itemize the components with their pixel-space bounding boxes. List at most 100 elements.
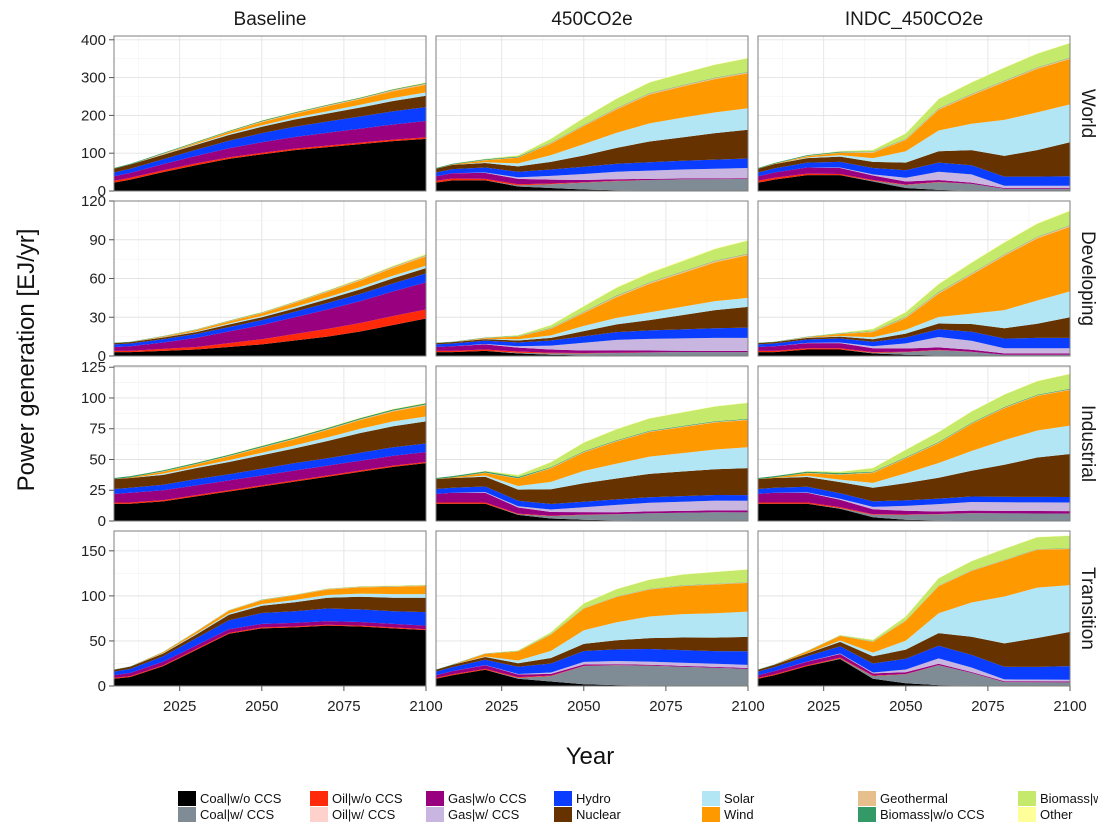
panel-industrial-indc-450co2e <box>757 365 1071 522</box>
area-solar <box>436 108 748 169</box>
area-biomass-w-ccs <box>436 240 748 343</box>
y-tick-label: 200 <box>81 107 106 124</box>
area-other <box>436 57 748 168</box>
area-oil-w-o-ccs <box>436 349 748 354</box>
area-hydro <box>436 158 748 178</box>
area-wind <box>436 73 748 169</box>
legend-item-geothermal: Geothermal <box>858 791 948 806</box>
area-hydro <box>114 107 426 177</box>
area-wind <box>436 582 748 670</box>
area-solar <box>436 611 748 670</box>
area-coal-w-o-ccs <box>114 138 426 191</box>
area-nuclear <box>758 453 1070 502</box>
area-wind <box>114 84 426 169</box>
strip-label: Industrial <box>1077 405 1098 482</box>
panel-developing-baseline <box>113 200 427 357</box>
y-tick-label: 400 <box>81 32 106 49</box>
y-tick-label: 150 <box>81 543 106 560</box>
legend-item-coal-w-ccs: Coal|w/ CCS <box>178 807 275 822</box>
legend-swatch <box>554 791 572 806</box>
strip-world: World <box>1077 89 1098 138</box>
panel-world-baseline <box>113 35 427 192</box>
y-tick-label: 0 <box>98 348 106 365</box>
y-tick-label: 30 <box>89 309 106 326</box>
area-geothermal <box>758 225 1070 344</box>
area-gas-w-o-ccs <box>758 167 1070 189</box>
legend-label: Geothermal <box>880 791 948 806</box>
area-wind <box>436 420 748 486</box>
legend-swatch <box>426 807 444 822</box>
area-gas-w-o-ccs <box>758 343 1070 355</box>
area-hydro <box>436 486 748 510</box>
legend-label: Nuclear <box>576 807 621 822</box>
legend-swatch <box>858 807 876 822</box>
x-tick-label: 2100 <box>1053 698 1086 715</box>
panel-developing-450co2e <box>435 200 749 357</box>
area-coal-w-ccs <box>758 503 1070 521</box>
panel-world-indc-450co2e <box>757 35 1071 192</box>
y-tick-label: 60 <box>89 271 106 288</box>
area-biomass-w-ccs <box>758 210 1070 343</box>
area-gas-w-ccs <box>436 661 748 676</box>
y-tick-label: 125 <box>81 359 106 376</box>
panel-industrial-baseline <box>113 365 427 522</box>
area-nuclear <box>436 306 748 345</box>
legend-label: Oil|w/o CCS <box>332 791 403 806</box>
area-solar <box>436 447 748 490</box>
area-hydro <box>758 486 1070 507</box>
y-tick-label: 90 <box>89 232 106 249</box>
area-solar <box>758 104 1070 169</box>
area-nuclear <box>114 596 426 672</box>
y-axis-title: Power generation [EJ/yr] <box>13 229 40 492</box>
strip-developing: Developing <box>1077 231 1098 326</box>
area-gas-w-ccs <box>758 337 1070 354</box>
area-gas-w-o-ccs <box>436 344 748 354</box>
x-tick-label: 2100 <box>731 698 764 715</box>
y-tick-label: 120 <box>81 193 106 210</box>
y-axes: 0100200300400030609012002550751001250501… <box>81 32 114 695</box>
area-oil-w-o-ccs <box>758 348 1070 355</box>
legend-swatch <box>178 791 196 806</box>
x-tick-label: 2075 <box>327 698 360 715</box>
legend-item-gas-w-ccs: Gas|w/ CCS <box>426 807 520 822</box>
area-biomass-w-o-ccs <box>114 403 426 480</box>
legend-item-solar: Solar <box>702 791 755 806</box>
panel-transition-450co2e <box>435 530 749 687</box>
x-tick-label: 2075 <box>971 698 1004 715</box>
legend-swatch <box>702 791 720 806</box>
legend-label: Other <box>1040 807 1073 822</box>
area-wind <box>758 549 1070 670</box>
strip-label: Developing <box>1077 231 1098 326</box>
legend-label: Hydro <box>576 791 611 806</box>
panel-border <box>757 365 1071 522</box>
area-oil-w-o-ccs <box>436 502 748 517</box>
area-gas-w-ccs <box>758 167 1070 188</box>
area-coal-w-o-ccs <box>114 463 426 521</box>
area-nuclear <box>114 95 426 173</box>
area-biomass-w-ccs <box>758 43 1070 168</box>
area-solar <box>758 425 1070 488</box>
area-nuclear <box>436 129 748 173</box>
x-tick-label: 2025 <box>163 698 196 715</box>
area-nuclear <box>114 421 426 490</box>
area-coal-w-ccs <box>436 503 748 521</box>
area-wind <box>758 59 1070 169</box>
panel-world-450co2e <box>435 35 749 192</box>
area-coal-w-o-ccs <box>114 318 426 356</box>
facet-strips: World Developing Industrial Transition Basel… <box>234 9 1098 650</box>
area-geothermal <box>114 404 426 480</box>
panel-border <box>113 365 427 522</box>
area-gas-w-o-ccs <box>114 121 426 181</box>
area-nuclear <box>758 142 1070 177</box>
area-wind <box>758 389 1070 483</box>
legend-item-wind: Wind <box>702 807 754 822</box>
area-gas-w-ccs <box>436 167 748 181</box>
panel-grid <box>113 35 1071 687</box>
legend-swatch <box>426 791 444 806</box>
area-oil-w-o-ccs <box>758 502 1070 515</box>
x-tick-label: 2050 <box>567 698 600 715</box>
area-gas-w-o-ccs <box>436 172 748 185</box>
area-coal-w-o-ccs <box>436 503 748 521</box>
legend-item-biomass-w-o-ccs: Biomass|w/o CCS <box>858 807 985 822</box>
